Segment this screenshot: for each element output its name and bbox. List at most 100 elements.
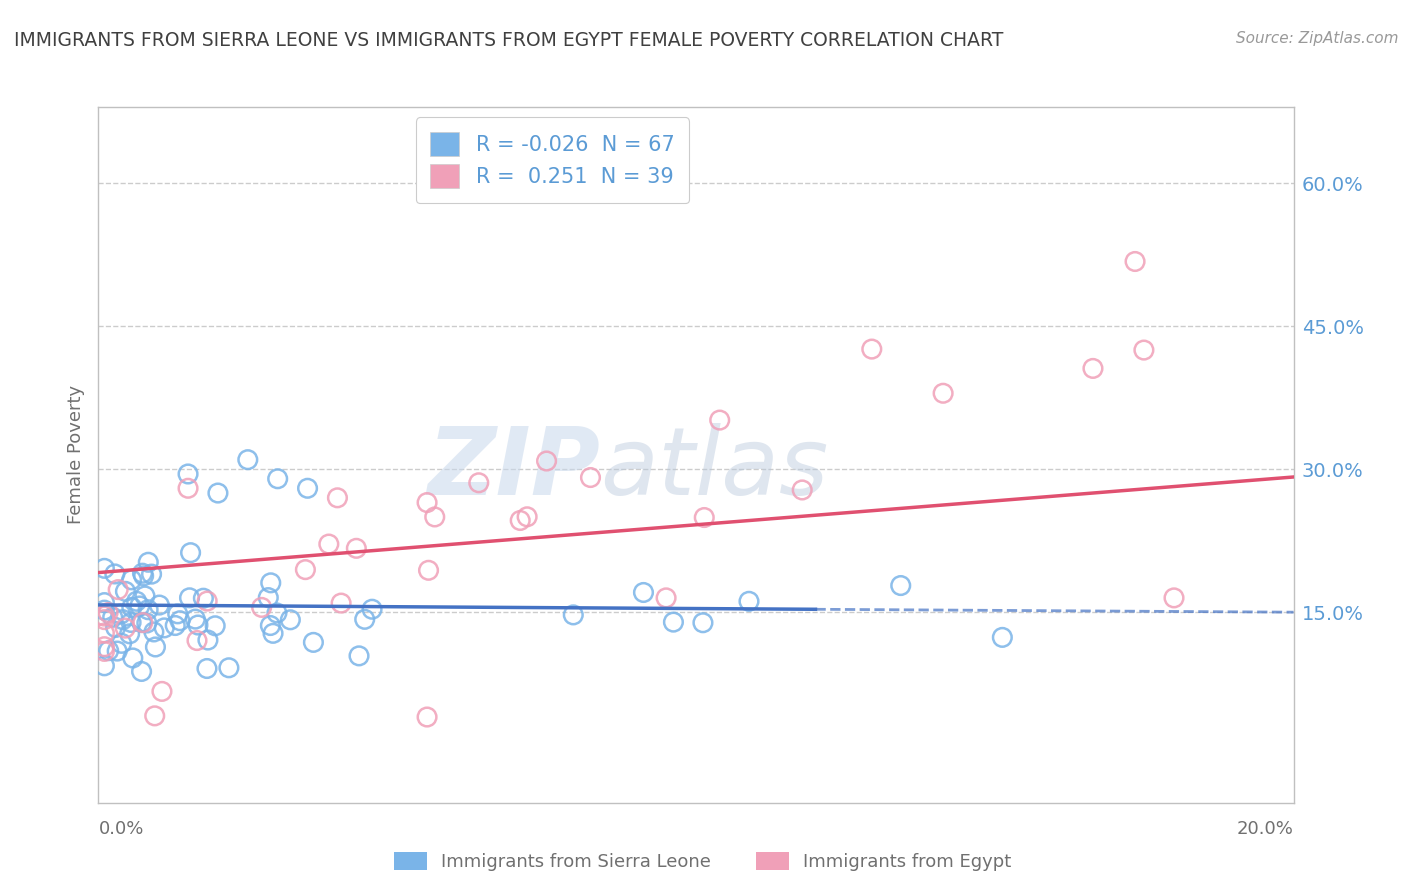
Point: [128, 599, 150, 613]
Point: [97, 606, 120, 620]
Point: [197, 633, 219, 648]
Text: atlas: atlas: [600, 424, 828, 515]
Point: [693, 510, 716, 524]
Point: [193, 591, 215, 606]
Point: [142, 624, 165, 639]
Point: [260, 575, 283, 590]
Point: [93, 658, 115, 673]
Point: [135, 615, 157, 630]
Point: [97, 643, 120, 657]
Point: [179, 591, 201, 605]
Point: [180, 546, 202, 560]
Point: [562, 607, 585, 622]
Point: [118, 627, 141, 641]
Point: [266, 606, 288, 620]
Point: [1081, 361, 1104, 376]
Point: [111, 613, 134, 627]
Point: [136, 603, 159, 617]
Point: [93, 561, 115, 575]
Point: [633, 585, 655, 599]
Point: [166, 607, 188, 621]
Point: [280, 613, 302, 627]
Point: [297, 481, 319, 495]
Point: [207, 486, 229, 500]
Point: [416, 710, 439, 724]
Point: [257, 591, 280, 605]
Point: [468, 475, 491, 490]
Point: [792, 483, 814, 497]
Point: [326, 491, 349, 505]
Point: [195, 661, 218, 675]
Point: [131, 566, 153, 581]
Point: [218, 661, 240, 675]
Point: [165, 618, 187, 632]
Point: [991, 631, 1014, 645]
Point: [93, 644, 115, 658]
Point: [121, 651, 143, 665]
Point: [114, 584, 136, 599]
Point: [104, 620, 127, 634]
Point: [101, 610, 124, 624]
Point: [236, 452, 259, 467]
Point: [1123, 254, 1146, 268]
Point: [347, 648, 370, 663]
Point: [114, 621, 136, 635]
Point: [932, 386, 955, 401]
Point: [1163, 591, 1185, 605]
Point: [110, 607, 132, 621]
Y-axis label: Female Poverty: Female Poverty: [66, 385, 84, 524]
Point: [318, 537, 340, 551]
Point: [177, 481, 200, 495]
Point: [107, 582, 129, 597]
Point: [153, 621, 176, 635]
Text: IMMIGRANTS FROM SIERRA LEONE VS IMMIGRANTS FROM EGYPT FEMALE POVERTY CORRELATION: IMMIGRANTS FROM SIERRA LEONE VS IMMIGRAN…: [14, 31, 1004, 50]
Point: [136, 555, 159, 569]
Text: Source: ZipAtlas.com: Source: ZipAtlas.com: [1236, 31, 1399, 46]
Point: [860, 342, 883, 356]
Point: [143, 709, 166, 723]
Point: [204, 619, 226, 633]
Point: [132, 615, 155, 630]
Point: [184, 612, 207, 626]
Point: [250, 600, 273, 615]
Point: [131, 615, 153, 630]
Point: [536, 454, 558, 468]
Point: [692, 615, 714, 630]
Point: [579, 470, 602, 484]
Point: [121, 600, 143, 615]
Point: [93, 613, 115, 627]
Point: [195, 594, 218, 608]
Point: [353, 612, 375, 626]
Point: [177, 467, 200, 481]
Point: [93, 640, 115, 654]
Point: [361, 602, 384, 616]
Text: ZIP: ZIP: [427, 423, 600, 515]
Legend: Immigrants from Sierra Leone, Immigrants from Egypt: Immigrants from Sierra Leone, Immigrants…: [387, 846, 1019, 879]
Point: [104, 566, 127, 581]
Point: [344, 541, 367, 556]
Point: [516, 509, 538, 524]
Point: [145, 640, 167, 654]
Point: [105, 644, 128, 658]
Point: [121, 573, 143, 587]
Point: [132, 569, 155, 583]
Point: [93, 596, 115, 610]
Point: [330, 596, 353, 610]
Text: 20.0%: 20.0%: [1237, 820, 1294, 838]
Point: [93, 609, 115, 624]
Point: [134, 589, 156, 603]
Point: [169, 614, 191, 628]
Point: [262, 626, 284, 640]
Point: [150, 684, 173, 698]
Point: [131, 665, 153, 679]
Point: [509, 514, 531, 528]
Point: [302, 635, 325, 649]
Legend: R = -0.026  N = 67, R =  0.251  N = 39: R = -0.026 N = 67, R = 0.251 N = 39: [416, 118, 689, 203]
Point: [294, 563, 316, 577]
Point: [738, 594, 761, 608]
Point: [1133, 343, 1156, 357]
Text: 0.0%: 0.0%: [98, 820, 143, 838]
Point: [120, 615, 142, 630]
Point: [416, 495, 439, 509]
Point: [93, 626, 115, 640]
